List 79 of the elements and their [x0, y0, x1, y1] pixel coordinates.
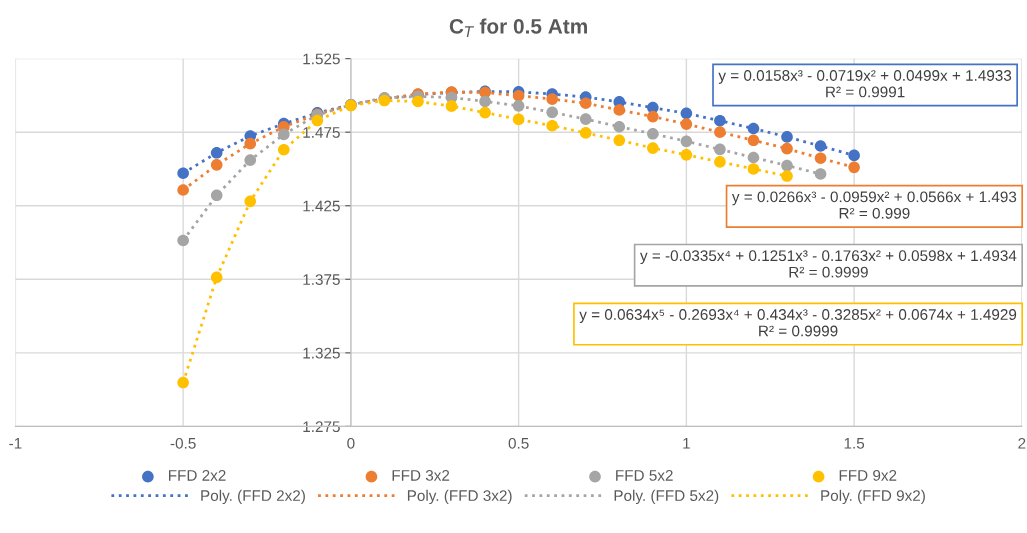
- point: [579, 127, 592, 139]
- point: [714, 156, 726, 168]
- point: [814, 140, 827, 152]
- point: [613, 104, 626, 116]
- point: [177, 376, 189, 389]
- point: [512, 100, 525, 112]
- point: [647, 127, 659, 140]
- x-tick-label: -1: [9, 438, 22, 449]
- point: [244, 137, 257, 150]
- x-tick-label: 0: [347, 437, 355, 449]
- point: [210, 159, 223, 171]
- point: [747, 151, 760, 164]
- point: [814, 168, 827, 180]
- annotation: y = -0.0335x⁴ + 0.1251x³ - 0.1763x² + 0.0598x + 1.4934 R² = 0.9999: [640, 250, 1017, 278]
- point: [210, 146, 223, 159]
- point: [546, 93, 558, 105]
- point: [412, 95, 424, 108]
- point: [647, 142, 659, 154]
- legend-label: FFD 9x2: [839, 469, 897, 481]
- point: [177, 184, 189, 196]
- point: [277, 143, 290, 156]
- point: [244, 154, 257, 166]
- point: [277, 128, 290, 141]
- point: [781, 142, 793, 155]
- point: [781, 170, 793, 182]
- annotation: y = 0.0266x³ - 0.0959x² + 0.0566x + 1.493 R² = 0.999: [731, 191, 1017, 219]
- y-tick-label: 1.375: [303, 274, 340, 285]
- point: [579, 113, 592, 125]
- point: [479, 95, 491, 108]
- point: [714, 143, 726, 156]
- point: [747, 134, 760, 147]
- point: [613, 120, 626, 133]
- legend-label: Poly. (FFD 5x2): [614, 489, 719, 505]
- legend-label: Poly. (FFD 2x2): [201, 489, 305, 505]
- x-tick-label: -0.5: [170, 437, 196, 449]
- point: [814, 152, 827, 165]
- point: [613, 134, 626, 147]
- point: [680, 118, 693, 130]
- y-tick-label: 1.525: [303, 53, 340, 65]
- x-tick-label: 0.5: [508, 437, 529, 449]
- y-tick-label: 1.475: [303, 127, 340, 138]
- x-tick-label: 1: [683, 438, 690, 449]
- point: [680, 135, 693, 148]
- x-tick-label: 1.5: [844, 438, 865, 449]
- point: [579, 97, 592, 110]
- point: [714, 126, 726, 138]
- point: [781, 131, 793, 143]
- point: [714, 114, 726, 127]
- point: [445, 100, 458, 112]
- point: [848, 149, 860, 162]
- point: [680, 107, 693, 120]
- point: [311, 114, 324, 127]
- point: [210, 271, 223, 284]
- point: [177, 234, 189, 247]
- annotation: y = 0.0634x⁵ - 0.2693x⁴ + 0.434x³ - 0.3285x² + 0.0674x + 1.4929 R² = 0.9999: [579, 309, 1017, 337]
- y-tick-label: 1.325: [303, 347, 340, 359]
- point: [747, 122, 760, 135]
- legend-label: Poly. (FFD 9x2): [821, 489, 925, 505]
- point: [512, 113, 525, 126]
- point: [647, 110, 659, 123]
- point: [848, 161, 860, 174]
- point: [680, 149, 693, 161]
- point: [781, 159, 793, 172]
- point: [747, 163, 760, 175]
- point: [244, 195, 257, 208]
- legend-label: Poly. (FFD 3x2): [407, 489, 512, 505]
- point: [210, 189, 223, 202]
- legend-label: FFD 2x2: [169, 469, 226, 481]
- legend-label: FFD 3x2: [392, 469, 450, 481]
- point: [546, 106, 558, 119]
- legend-label: FFD 5x2: [616, 469, 673, 481]
- point: [512, 89, 525, 102]
- point: [479, 106, 491, 119]
- chart-title: C$_{T}$ for 0.5 Atm: [449, 18, 587, 37]
- y-tick-label: 1.425: [303, 200, 340, 212]
- point: [177, 167, 189, 180]
- annotation: y = 0.0158x³ - 0.0719x² + 0.0499x + 1.4933 R² = 0.9991: [718, 70, 1012, 98]
- x-tick-label: 2: [1018, 437, 1026, 449]
- point: [546, 119, 558, 132]
